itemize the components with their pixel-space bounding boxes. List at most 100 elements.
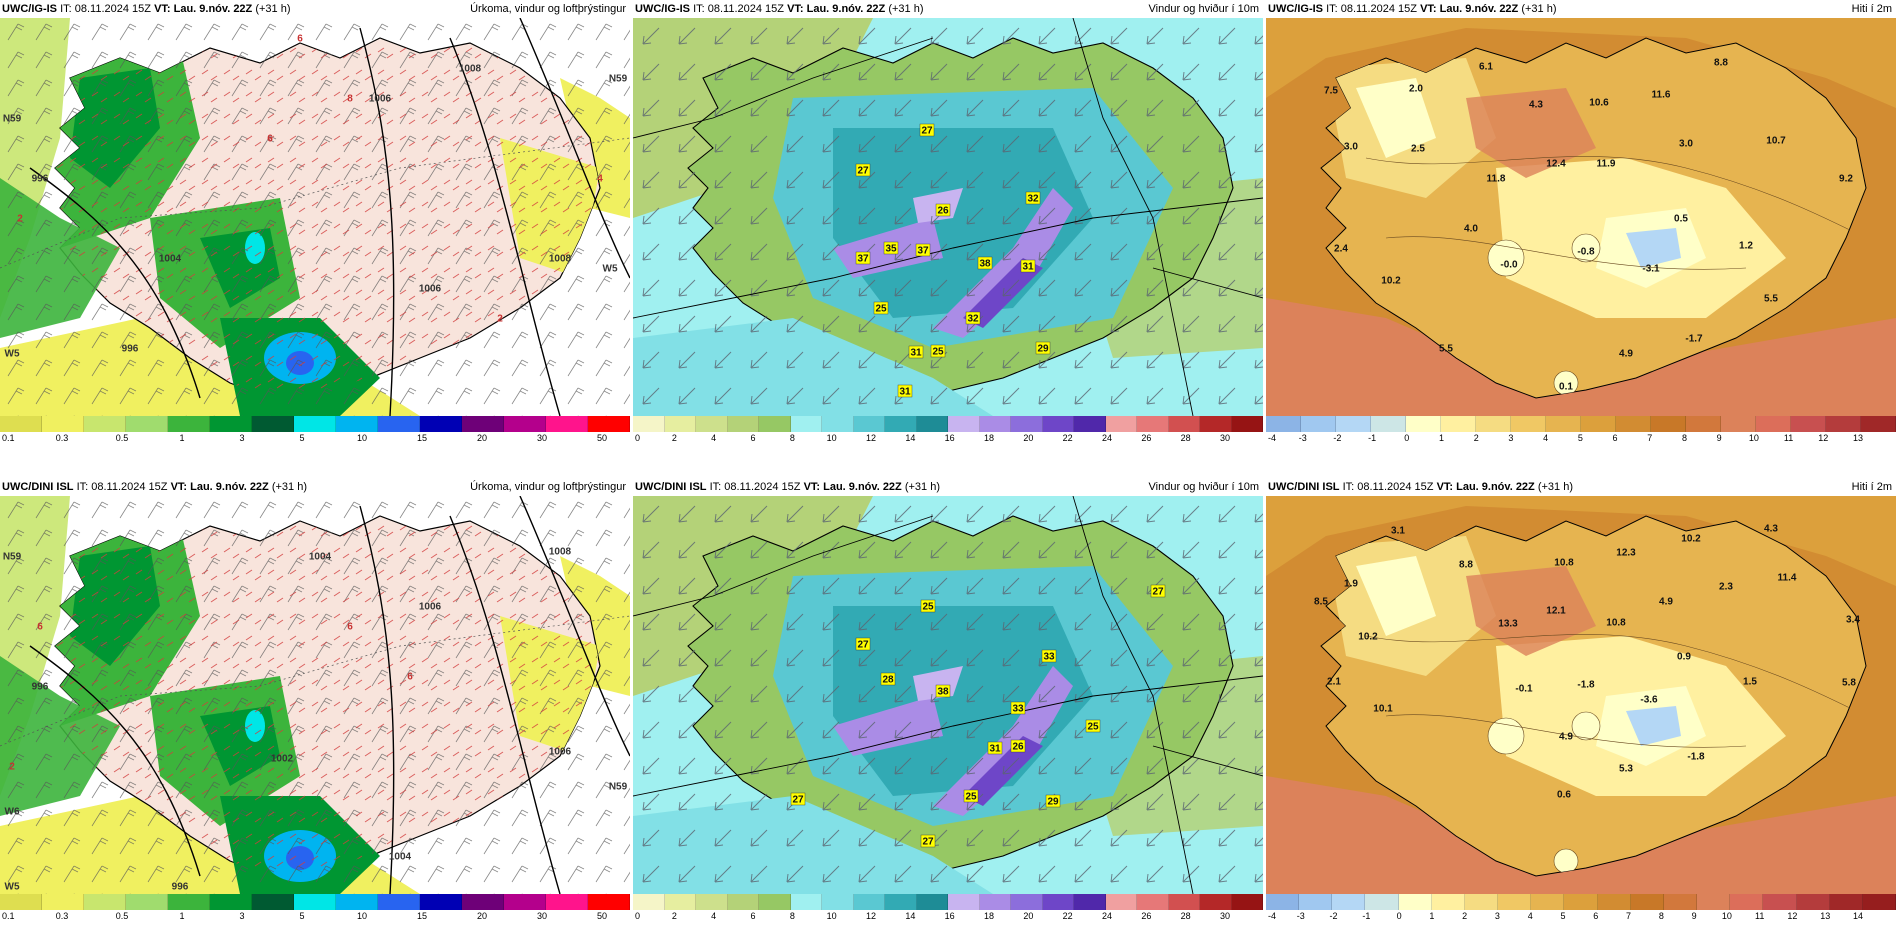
value-label-text: 996: [32, 682, 49, 693]
lead-time: (+31 h): [1521, 3, 1557, 15]
value-label: 11.4: [1778, 573, 1797, 584]
value-label-text: 1004: [159, 254, 182, 265]
colorbar-swatch: [1231, 416, 1263, 432]
init-time-label: IT:: [76, 481, 89, 493]
value-label-text: 6: [297, 34, 303, 45]
colorbar-swatch: [696, 894, 728, 910]
panel-header: UWC/IG-IS IT: 08.11.2024 15Z VT: Lau. 9.…: [0, 0, 630, 18]
value-label-text: 27: [922, 837, 934, 848]
value-label: 32: [965, 311, 981, 325]
value-label-text: 1006: [369, 94, 392, 105]
colorbar-swatch: [504, 894, 546, 910]
value-label-text: 31: [1022, 262, 1034, 273]
value-label-text: 4.3: [1529, 100, 1543, 111]
value-label-text: 4.3: [1764, 524, 1778, 535]
value-label: W5: [5, 349, 20, 360]
value-label: 8.5: [1314, 597, 1328, 608]
colorbar-swatches: [633, 894, 1263, 910]
value-label-text: -1.8: [1687, 752, 1705, 763]
value-label: 4.9: [1559, 732, 1573, 743]
value-label-text: 10.8: [1606, 618, 1626, 629]
value-label: 13.3: [1498, 619, 1518, 630]
value-label-text: W6: [5, 807, 20, 818]
colorbar-swatch: [1651, 416, 1686, 432]
value-label-text: 6: [407, 672, 413, 683]
value-label-text: 1006: [549, 747, 572, 758]
value-label-text: 2.0: [1409, 84, 1423, 95]
colorbar-swatch: [1266, 416, 1301, 432]
value-label-text: 1008: [459, 64, 482, 75]
value-label-text: 996: [32, 174, 49, 185]
value-label: 3.0: [1344, 142, 1358, 153]
forecast-panel-dini-temp: UWC/DINI ISL IT: 08.11.2024 15Z VT: Lau.…: [1266, 478, 1896, 937]
value-label: 32: [1025, 191, 1041, 205]
panel-run-info: UWC/DINI ISL IT: 08.11.2024 15Z VT: Lau.…: [2, 478, 307, 496]
value-label-text: 10.7: [1766, 136, 1786, 147]
value-label-text: W5: [603, 264, 618, 275]
value-label: 25: [873, 301, 889, 315]
value-label-text: N59: [3, 552, 22, 563]
value-label-text: 31: [910, 348, 922, 359]
colorbar-swatch: [1336, 416, 1371, 432]
colorbar-tick-label: 9: [1691, 911, 1697, 921]
value-label-text: 11.4: [1778, 573, 1797, 584]
colorbar-tick-label: 4: [1527, 911, 1533, 921]
value-label: 10.8: [1606, 618, 1626, 629]
value-label-text: 27: [792, 795, 804, 806]
value-label-text: 6: [267, 134, 273, 145]
value-label-text: 27: [857, 640, 869, 651]
valid-time: Lau. 9.nóv. 22Z: [190, 481, 269, 493]
colorbar-swatch: [84, 416, 126, 432]
value-label-text: 27: [1152, 587, 1164, 598]
value-label-text: W5: [5, 349, 20, 360]
map-temp: 6.1 8.8 7.5 2.0 4.3 10.6 11.6 3.0 2.5 12.4 11.9 3.0…: [1266, 18, 1896, 416]
colorbar-swatch: [1763, 894, 1797, 910]
colorbar-tick-label: -3: [1298, 433, 1307, 443]
panel-title: Vindur og hviður í 10m: [1148, 481, 1259, 493]
value-label: 1008: [549, 254, 572, 265]
colorbar-swatch: [727, 894, 759, 910]
model-name: UWC/IG-IS: [635, 3, 690, 15]
colorbar-swatch: [1616, 416, 1651, 432]
colorbar-tick-label: 0.3: [55, 911, 69, 921]
colorbar-wind: 0 2 4 6 8 10 12 14 16 18 20 22 24 26 28 30: [633, 416, 1263, 446]
map-graphic: 6.1 8.8 7.5 2.0 4.3 10.6 11.6 3.0 2.5 12.4 11.9 3.0…: [1266, 18, 1896, 416]
value-label-text: 11.8: [1487, 174, 1506, 185]
colorbar-swatch: [948, 416, 980, 432]
colorbar-swatch: [1861, 416, 1896, 432]
value-label-text: 25: [1087, 722, 1099, 733]
value-label: 27: [855, 637, 871, 651]
map-graphic: 27 27 26 32 37 35 37 38 31 25 32 31 25 29 31: [633, 18, 1263, 416]
value-label-text: -0.0: [1500, 260, 1518, 271]
value-label: 29: [1045, 794, 1061, 808]
colorbar-swatch: [588, 894, 630, 910]
colorbar-tick-label: 11: [1754, 911, 1765, 921]
colorbar-tick-label: -1: [1368, 433, 1377, 443]
value-label: 6.1: [1479, 62, 1493, 73]
valid-time-label: VT:: [1436, 481, 1454, 493]
value-label: 2.5: [1411, 144, 1425, 155]
colorbar-tick-label: 7: [1647, 433, 1653, 443]
colorbar-tick-label: -4: [1268, 433, 1277, 443]
value-label-text: -1.8: [1577, 680, 1595, 691]
valid-time-label: VT:: [170, 481, 188, 493]
colorbar-swatches: [1266, 416, 1896, 432]
colorbar-swatch: [420, 894, 462, 910]
value-label: 37: [855, 251, 871, 265]
colorbar-swatch: [1398, 894, 1432, 910]
value-label-text: 10.8: [1554, 558, 1574, 569]
model-name: UWC/IG-IS: [2, 3, 57, 15]
value-label-text: 4.0: [1464, 224, 1478, 235]
value-label: 4.3: [1529, 100, 1543, 111]
colorbar-swatch: [42, 416, 84, 432]
colorbar-swatch: [168, 416, 210, 432]
colorbar-tick-label: 5: [1560, 911, 1566, 921]
value-label-text: 7.5: [1324, 86, 1338, 97]
value-label-text: 0.9: [1677, 652, 1691, 663]
value-label: 37: [915, 243, 931, 257]
colorbar-tick-label: 20: [476, 911, 488, 921]
colorbar-tick-label: 12: [865, 911, 877, 921]
colorbar-swatch: [1301, 416, 1336, 432]
colorbar-swatch: [759, 894, 791, 910]
value-label: 1006: [369, 94, 392, 105]
